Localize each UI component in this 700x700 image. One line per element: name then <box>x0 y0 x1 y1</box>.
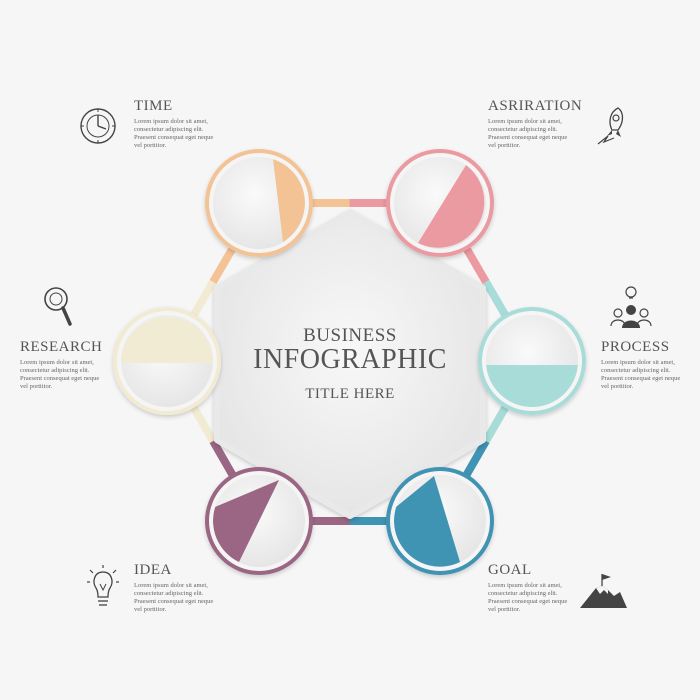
desc-line: Praesent consequat eget neque <box>20 375 100 382</box>
step-idea-desc: Lorem ipsum dolor sit amet, consectetur … <box>134 582 229 614</box>
step-idea-label: IDEA <box>134 562 172 578</box>
desc-line: vel porttitor. <box>20 383 53 390</box>
clock-icon <box>80 108 116 144</box>
desc-line: Praesent consequat eget neque <box>488 598 568 605</box>
desc-line: Praesent consequat eget neque <box>134 134 214 141</box>
step-goal-label: GOAL <box>488 562 532 578</box>
desc-line: vel porttitor. <box>134 606 167 613</box>
circle-goal <box>386 467 494 575</box>
circle-fill-segment <box>213 480 279 562</box>
desc-line: Lorem ipsum dolor sit amet, <box>488 118 562 125</box>
circle-time <box>205 149 313 257</box>
circle-fill-segment <box>121 317 213 363</box>
circle-idea <box>205 467 313 575</box>
step-time: TIME Lorem ipsum dolor sit amet, consect… <box>134 98 229 150</box>
center-title-line2: INFOGRAPHIC <box>253 344 447 375</box>
desc-line: consectetur adipiscing elit. <box>601 367 671 374</box>
desc-line: Lorem ipsum dolor sit amet, <box>488 582 562 589</box>
center-subtitle: TITLE HERE <box>305 386 395 402</box>
desc-line: vel porttitor. <box>488 606 521 613</box>
step-time-label: TIME <box>134 98 173 114</box>
desc-line: Praesent consequat eget neque <box>488 134 568 141</box>
step-research-label: RESEARCH <box>20 339 103 355</box>
step-idea: IDEA Lorem ipsum dolor sit amet, consect… <box>134 562 229 614</box>
circle-aspiration <box>386 149 494 257</box>
desc-line: Lorem ipsum dolor sit amet, <box>601 359 675 366</box>
rocket-icon <box>597 107 624 145</box>
circle-process <box>478 307 586 415</box>
lightbulb-icon <box>87 565 119 606</box>
step-process-label: PROCESS <box>601 339 670 355</box>
center-title-line1: BUSINESS <box>303 325 397 346</box>
step-aspiration-label: ASRIRATION <box>488 98 583 114</box>
desc-line: Praesent consequat eget neque <box>601 375 681 382</box>
step-process: PROCESS Lorem ipsum dolor sit amet, cons… <box>601 339 696 391</box>
step-goal: GOAL Lorem ipsum dolor sit amet, consect… <box>488 562 583 614</box>
desc-line: Lorem ipsum dolor sit amet, <box>134 118 208 125</box>
desc-line: Lorem ipsum dolor sit amet, <box>20 359 94 366</box>
desc-line: Praesent consequat eget neque <box>134 598 214 605</box>
desc-line: consectetur adipiscing elit. <box>488 590 558 597</box>
step-research: RESEARCH Lorem ipsum dolor sit amet, con… <box>20 339 115 391</box>
team-idea-icon <box>610 286 652 328</box>
desc-line: consectetur adipiscing elit. <box>488 126 558 133</box>
step-research-desc: Lorem ipsum dolor sit amet, consectetur … <box>20 359 115 391</box>
step-goal-desc: Lorem ipsum dolor sit amet, consectetur … <box>488 582 583 614</box>
step-aspiration: ASRIRATION Lorem ipsum dolor sit amet, c… <box>488 98 583 150</box>
desc-line: Lorem ipsum dolor sit amet, <box>134 582 208 589</box>
step-process-desc: Lorem ipsum dolor sit amet, consectetur … <box>601 359 696 391</box>
desc-line: vel porttitor. <box>601 383 634 390</box>
circle-fill-segment <box>486 365 578 407</box>
mountain-flag-icon <box>580 574 627 608</box>
desc-line: vel porttitor. <box>488 142 521 149</box>
step-aspiration-desc: Lorem ipsum dolor sit amet, consectetur … <box>488 118 583 150</box>
step-time-desc: Lorem ipsum dolor sit amet, consectetur … <box>134 118 229 150</box>
circle-fill-segment <box>273 159 305 242</box>
circle-fill-segment <box>418 165 485 248</box>
circle-research <box>113 307 221 415</box>
magnifier-icon <box>44 287 72 326</box>
step-circles <box>113 149 586 575</box>
circle-fill-segment <box>394 476 460 567</box>
desc-line: vel porttitor. <box>134 142 167 149</box>
desc-line: consectetur adipiscing elit. <box>134 590 204 597</box>
desc-line: consectetur adipiscing elit. <box>20 367 90 374</box>
desc-line: consectetur adipiscing elit. <box>134 126 204 133</box>
center-hexagon <box>214 209 486 519</box>
